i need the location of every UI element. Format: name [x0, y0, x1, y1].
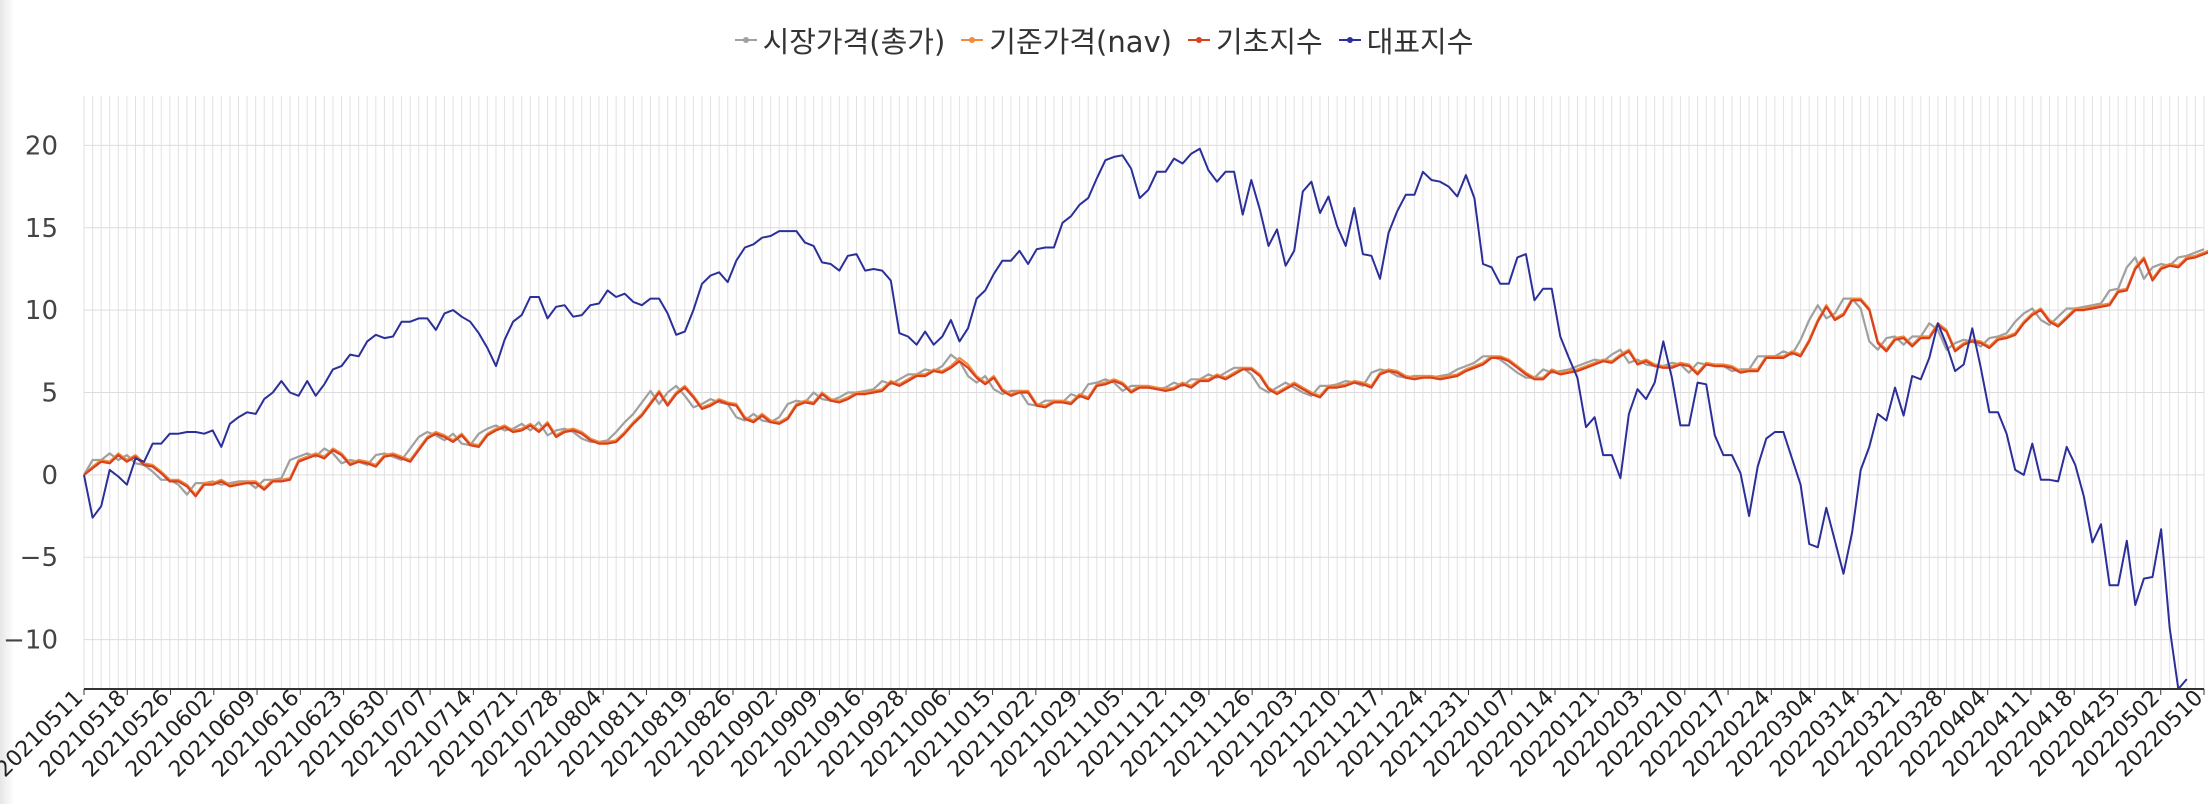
legend-label-representative-index: 대표지수: [1366, 25, 1474, 59]
legend-label-market-price: 시장가격(총가): [762, 25, 946, 59]
y-tick-label: 10: [25, 296, 58, 326]
legend-item-nav[interactable]: 기준가격(nav): [961, 19, 1172, 61]
horizontal-gridlines: [84, 144, 2204, 641]
y-tick-label: 20: [25, 131, 58, 161]
x-axis-tick-labels: 2021051120210518202105262021060220210609…: [0, 686, 2208, 783]
y-tick-label: −10: [3, 626, 58, 656]
legend-label-nav: 기준가격(nav): [989, 25, 1172, 59]
legend-item-market-price[interactable]: 시장가격(총가): [734, 19, 946, 61]
legend-marker-market-price: [734, 37, 757, 43]
left-edge-shadow: [0, 0, 14, 804]
legend-item-base-index[interactable]: 기초지수: [1187, 19, 1323, 61]
legend-marker-representative-index: [1338, 37, 1361, 43]
chart-legend: 시장가격(총가) 기준가격(nav) 기초지수 대표지수: [0, 18, 2208, 62]
series-lines: [83, 147, 2208, 690]
y-tick-label: −5: [20, 543, 58, 573]
legend-item-representative-index[interactable]: 대표지수: [1338, 19, 1474, 61]
legend-marker-nav: [961, 37, 984, 43]
legend-label-base-index: 기초지수: [1215, 25, 1323, 59]
legend-marker-base-index: [1187, 37, 1210, 43]
y-tick-label: 15: [25, 214, 58, 244]
series-line-2: [83, 249, 2208, 496]
y-tick-label: 5: [41, 379, 58, 409]
y-axis-tick-labels: 20 15 10 5 0 −5 −10: [3, 131, 58, 655]
y-tick-label: 0: [41, 461, 58, 491]
series-line-4: [83, 147, 2188, 690]
series-line-3: [83, 251, 2208, 498]
